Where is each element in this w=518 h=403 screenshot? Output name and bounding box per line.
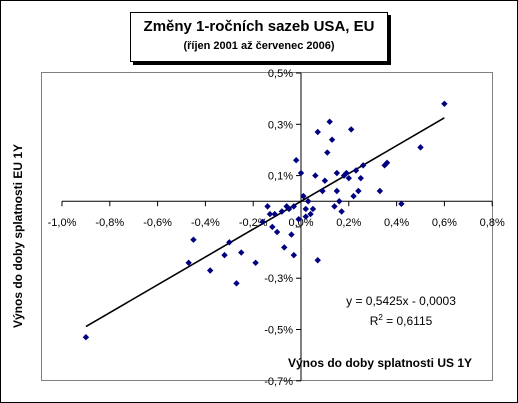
data-point — [352, 167, 360, 174]
data-point — [259, 218, 266, 225]
data-point — [278, 208, 286, 215]
x-tick-label: -0,4% — [191, 217, 220, 229]
data-point — [328, 136, 336, 143]
y-tick-label: -0,3% — [264, 273, 293, 285]
data-point — [271, 210, 278, 218]
data-point — [273, 228, 281, 236]
chart-subtitle: (říjen 2001 až červenec 2006) — [183, 40, 335, 52]
data-point — [269, 223, 276, 231]
trendline-equation: y = 0,5425x - 0,0003 — [346, 294, 456, 308]
data-point — [355, 187, 362, 195]
data-point — [345, 174, 352, 182]
data-points — [82, 100, 448, 341]
data-point — [206, 267, 214, 274]
x-tick-label: -0,2% — [239, 217, 268, 229]
data-point — [333, 169, 341, 177]
y-tick-label: 0,3% — [268, 119, 293, 131]
data-point — [398, 200, 405, 208]
r-squared-exponent: 2 — [378, 313, 383, 322]
data-point — [302, 213, 309, 220]
data-point — [314, 257, 321, 264]
y-tick-label: -0,5% — [264, 325, 293, 337]
tick-labels: -1,0% -0,8% -0,6% -0,4% -0,2% 0,0% 0,2% 0,4% 0,6… — [48, 68, 505, 388]
y-tick-label: -0,7% — [264, 376, 293, 388]
x-tick-label: 0,4% — [384, 217, 409, 229]
data-point — [288, 231, 295, 238]
data-point — [238, 249, 245, 256]
data-point — [302, 205, 309, 213]
data-point — [336, 198, 343, 205]
data-point — [324, 149, 331, 156]
data-point — [383, 159, 391, 166]
data-point — [285, 205, 293, 213]
x-tick-label: 0,2% — [336, 217, 361, 229]
data-point — [312, 172, 319, 179]
data-point — [338, 208, 345, 215]
data-point — [347, 126, 355, 133]
data-point — [300, 192, 307, 200]
data-point — [264, 203, 271, 210]
chart-title: Změny 1-ročních sazeb USA, EU — [143, 18, 375, 35]
data-point — [290, 251, 298, 259]
data-point — [319, 187, 326, 195]
data-point — [304, 198, 312, 205]
data-point — [252, 259, 259, 267]
data-point — [281, 244, 288, 251]
r-squared-value: = 0,6115 — [383, 314, 433, 328]
data-point — [376, 187, 384, 195]
data-point — [441, 100, 448, 107]
data-point — [343, 169, 350, 177]
x-tick-label: -1,0% — [48, 217, 77, 229]
data-point — [185, 259, 192, 267]
data-point — [309, 205, 317, 213]
x-tick-label: -0,6% — [143, 217, 172, 229]
data-point — [417, 144, 424, 151]
plot-area-border — [41, 72, 493, 381]
data-point — [226, 239, 233, 246]
data-point — [221, 251, 228, 259]
y-tick-label: 0,5% — [268, 68, 293, 80]
r-squared-label: R2 = 0,6115 — [370, 313, 433, 328]
data-point — [307, 210, 314, 218]
data-point — [82, 333, 90, 341]
data-point — [331, 203, 338, 210]
x-tick-label: 0,6% — [432, 217, 457, 229]
data-point — [314, 128, 321, 136]
data-point — [233, 280, 240, 287]
y-axis-title: Výnos do doby splatnosti EU 1Y — [11, 144, 25, 328]
axes — [61, 72, 493, 382]
x-tick-label: 0,0% — [288, 217, 313, 229]
data-point — [190, 236, 197, 243]
data-point — [266, 210, 274, 218]
data-point — [297, 169, 305, 177]
data-point — [326, 118, 333, 125]
data-point — [350, 192, 357, 200]
data-point — [290, 203, 298, 210]
data-point — [357, 174, 364, 182]
data-point — [381, 162, 388, 169]
data-point — [333, 187, 341, 195]
x-tick-label: 0,8% — [480, 217, 505, 229]
data-point — [293, 157, 300, 164]
data-point — [321, 177, 329, 184]
data-point — [295, 216, 302, 223]
chart-title-box: Změny 1-ročních sazeb USA, EU (říjen 200… — [130, 12, 388, 62]
x-tick-label: -0,8% — [95, 217, 124, 229]
y-tick-label: 0,1% — [268, 171, 293, 183]
r-squared-prefix: R — [370, 314, 379, 328]
data-point — [359, 162, 367, 169]
x-axis-title: Výnos do doby splatnosti US 1Y — [288, 356, 472, 370]
